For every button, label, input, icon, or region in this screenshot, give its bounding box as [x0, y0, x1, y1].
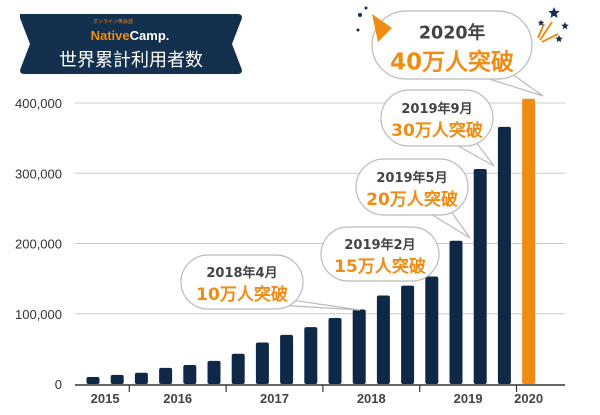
y-tick-label: 200,000: [15, 237, 62, 252]
y-tick-label: 400,000: [15, 96, 62, 111]
callout-text: 10万人突破: [196, 284, 288, 305]
x-tick-label: 2020: [514, 391, 543, 406]
callout-date: 2019年5月: [376, 170, 447, 186]
x-tick-label: 2016: [163, 391, 192, 406]
bar: [473, 169, 487, 384]
fireworks-icon: [537, 7, 569, 43]
bar: [352, 309, 366, 384]
callout-date: 2019年9月: [401, 101, 472, 117]
bar: [328, 317, 342, 384]
callout-text: 15万人突破: [334, 256, 426, 277]
x-tick-label: 2015: [91, 391, 120, 406]
bar: [110, 374, 124, 384]
bar: [401, 285, 415, 384]
header-banner: オンライン英会話 NativeCamp. 世界累計利用者数: [20, 14, 242, 74]
chart-title: 世界累計利用者数: [59, 50, 203, 71]
callout-text: 40万人突破: [390, 48, 514, 75]
bar: [231, 353, 245, 384]
brand-prefix: オンライン英会話: [93, 18, 133, 25]
star-icon: [537, 19, 545, 26]
bar: [376, 295, 390, 384]
y-tick-label: 300,000: [15, 166, 62, 181]
x-tick-label: 2019: [454, 391, 483, 406]
bar: [522, 98, 536, 384]
milestone-callout: 2019年2月 15万人突破: [320, 226, 440, 282]
bar: [255, 342, 269, 384]
star-icon: [555, 35, 563, 43]
bar: [134, 372, 148, 384]
callout-date: 2020年: [419, 22, 486, 43]
milestone-callout: 2019年9月 30万人突破: [380, 89, 495, 167]
party-popper-icon: [356, 6, 392, 42]
star-icon: [548, 7, 560, 18]
milestone-callout: 2018年4月 10万人突破: [180, 254, 361, 311]
x-tick-label: 2017: [260, 391, 289, 406]
callout-date: 2018年4月: [206, 265, 277, 281]
y-tick-label: 0: [55, 377, 62, 392]
bar: [304, 327, 318, 384]
bar: [207, 360, 221, 384]
milestone-callout: 2019年5月 20万人突破: [355, 158, 471, 239]
milestone-callout: 2020年 40万人突破: [371, 10, 544, 97]
callout-text: 30万人突破: [391, 120, 483, 141]
brand-logo: NativeCamp.: [91, 28, 170, 43]
bar: [449, 240, 463, 384]
bar: [183, 365, 197, 384]
y-tick-label: 100,000: [15, 307, 62, 322]
bar: [280, 334, 294, 384]
x-tick-label: 2018: [357, 391, 386, 406]
star-icon: [561, 22, 569, 30]
bar: [497, 126, 511, 384]
bar: [159, 367, 173, 384]
bar: [86, 376, 100, 384]
callout-date: 2019年2月: [344, 237, 415, 253]
callout-text: 20万人突破: [366, 189, 458, 210]
bar: [425, 276, 439, 384]
